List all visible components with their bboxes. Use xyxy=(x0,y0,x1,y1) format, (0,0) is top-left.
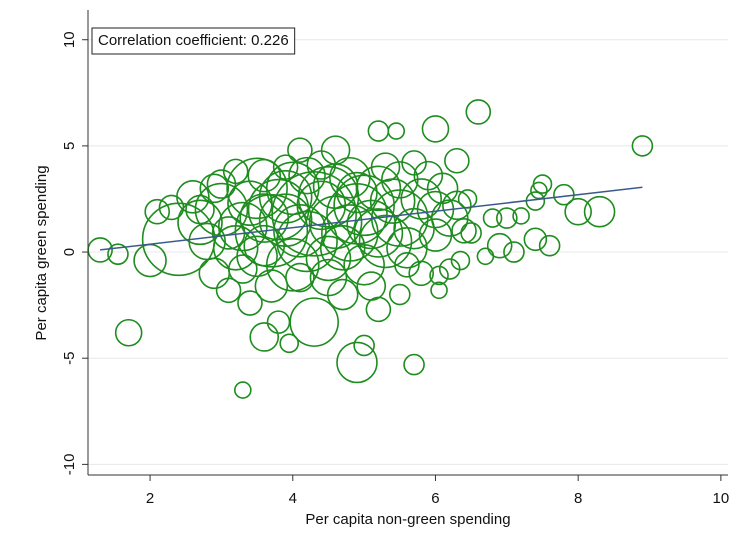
bubble xyxy=(188,222,226,261)
bubble xyxy=(279,333,300,354)
bubble xyxy=(336,171,378,214)
bubble xyxy=(451,218,477,244)
bubble xyxy=(465,99,492,125)
bubble xyxy=(305,235,352,282)
bubble xyxy=(287,137,313,163)
y-axis-title: Per capita green spending xyxy=(33,165,50,340)
bubble xyxy=(583,195,616,228)
bubble xyxy=(403,353,425,376)
bubble xyxy=(289,297,339,347)
bubble xyxy=(258,170,313,224)
bubble xyxy=(394,251,420,278)
x-tick-label: 10 xyxy=(713,490,730,507)
bubble xyxy=(239,193,290,243)
bubble xyxy=(482,208,503,228)
y-tick-label: 0 xyxy=(61,248,78,256)
bubble xyxy=(400,178,442,220)
bubble xyxy=(228,254,258,284)
bubble xyxy=(227,180,273,227)
bubble xyxy=(353,334,375,357)
bubble xyxy=(309,258,348,297)
bubble xyxy=(212,225,259,271)
annotation: Correlation coefficient: 0.226 xyxy=(98,32,289,49)
bubble xyxy=(243,224,286,267)
bubble xyxy=(476,247,495,266)
x-tick-label: 8 xyxy=(574,490,582,507)
bubble xyxy=(285,262,315,293)
bubble xyxy=(234,381,252,399)
bubble xyxy=(503,241,525,263)
bubble xyxy=(273,204,327,258)
bubble xyxy=(271,171,357,257)
annotation-box xyxy=(91,27,296,55)
bubble xyxy=(326,278,359,311)
bubble xyxy=(333,174,395,237)
bubble xyxy=(249,322,280,352)
x-tick-label: 6 xyxy=(431,490,439,507)
bubble xyxy=(530,181,548,200)
bubble xyxy=(107,243,129,265)
bubble xyxy=(258,193,313,248)
bubble xyxy=(215,277,242,304)
bubble xyxy=(418,218,453,252)
x-tick-label: 4 xyxy=(289,490,297,507)
bubble xyxy=(353,208,404,258)
fit-line xyxy=(100,186,643,251)
bubble xyxy=(538,234,561,257)
bubble xyxy=(358,214,413,269)
bubble xyxy=(355,165,402,212)
bubble xyxy=(356,271,387,301)
bubble xyxy=(387,122,406,140)
bubble xyxy=(444,147,470,174)
bubble xyxy=(185,194,215,225)
bubble xyxy=(512,207,530,225)
bubble xyxy=(177,199,223,246)
y-tick-label: 5 xyxy=(61,142,78,150)
bubble xyxy=(429,265,449,286)
bubble xyxy=(370,152,401,182)
bubble xyxy=(206,169,237,199)
bubble xyxy=(413,160,444,191)
bubble xyxy=(247,158,282,193)
x-tick-label: 2 xyxy=(146,490,154,507)
bubble xyxy=(114,318,143,347)
bubble xyxy=(272,154,299,180)
bubble xyxy=(237,290,263,316)
bubble xyxy=(336,341,378,384)
bubble xyxy=(199,173,230,204)
bubble xyxy=(564,197,592,226)
bubble xyxy=(226,157,288,220)
y-tick-label: -10 xyxy=(61,454,78,476)
bubble xyxy=(442,190,472,221)
bubble xyxy=(319,225,366,271)
bubble xyxy=(486,232,513,259)
bubble xyxy=(430,281,448,300)
bubble xyxy=(631,135,654,157)
bubble xyxy=(308,195,363,250)
bubble xyxy=(438,258,461,280)
x-axis-title: Per capita non-green spending xyxy=(305,511,510,528)
bubble xyxy=(288,156,326,195)
bubble xyxy=(312,163,359,210)
bubble xyxy=(523,227,548,252)
y-tick-label: 10 xyxy=(61,31,78,48)
bubble xyxy=(144,198,171,225)
bubble xyxy=(388,283,411,306)
bubble xyxy=(496,207,518,229)
y-tick-label: -5 xyxy=(61,352,78,365)
bubble xyxy=(158,194,185,221)
bubble xyxy=(421,115,450,143)
